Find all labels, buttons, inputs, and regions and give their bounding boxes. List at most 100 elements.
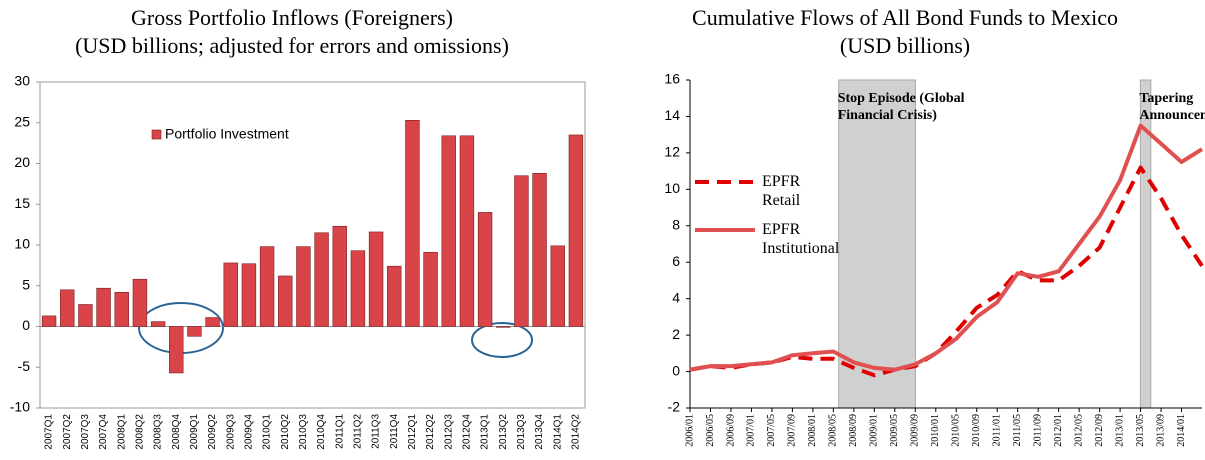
bar <box>205 317 220 327</box>
x-tick-label: 2013Q2 <box>498 414 509 450</box>
x-tick-label: 2008Q2 <box>135 414 146 450</box>
series-line <box>689 165 1204 378</box>
y-tick-label: 10 <box>664 180 680 196</box>
x-tick-label: 2013Q3 <box>516 414 527 450</box>
shaded-period <box>838 79 916 409</box>
bar <box>132 278 148 327</box>
y-tick-label: 0 <box>672 362 680 378</box>
x-tick-label: 2010Q4 <box>316 414 327 450</box>
chart-subtitle: (USD billions; adjusted for errors and o… <box>75 33 509 58</box>
x-tick-label: 2008/05 <box>828 414 839 447</box>
x-tick-label: 2010/05 <box>951 414 962 447</box>
bar <box>550 245 565 327</box>
x-tick-label: 2006/01 <box>684 414 695 447</box>
bar <box>314 232 329 327</box>
x-tick-label: 2007Q2 <box>62 414 73 450</box>
shaded-label: Tapering Announcement <box>1139 91 1205 123</box>
legend-swatch <box>151 129 162 140</box>
x-tick-label: 2009/05 <box>889 414 900 447</box>
x-tick-label: 2011Q1 <box>334 414 345 449</box>
x-tick-label: 2007Q1 <box>44 414 55 450</box>
y-tick-label: -2 <box>668 399 681 415</box>
highlight-ellipse <box>471 322 533 358</box>
x-tick-label: 2009/01 <box>869 414 880 447</box>
x-tick-label: 2009Q1 <box>189 414 200 450</box>
x-tick-label: 2009Q3 <box>225 414 236 450</box>
x-tick-label: 2013Q4 <box>534 414 545 450</box>
bar <box>423 252 438 327</box>
shaded-label: Stop Episode (Global Financial Crisis) <box>837 91 965 123</box>
bar <box>514 175 529 327</box>
bar <box>368 231 384 327</box>
x-tick-label: 2011/01 <box>992 414 1003 446</box>
x-tick-label: 2012Q4 <box>462 414 473 450</box>
x-tick-label: 2008Q1 <box>116 414 127 450</box>
x-tick-label: 2014/01 <box>1176 414 1187 447</box>
x-tick-label: 2010Q2 <box>280 414 291 450</box>
bar <box>187 326 202 337</box>
x-tick-label: 2012/05 <box>1073 414 1084 447</box>
x-tick-label: 2011Q2 <box>353 414 364 449</box>
bar <box>459 135 475 327</box>
x-tick-label: 2009Q2 <box>207 414 218 450</box>
x-tick-label: 2007/01 <box>746 414 757 447</box>
x-tick-label: 2012Q3 <box>443 414 454 450</box>
bar <box>441 135 456 327</box>
plot-frame <box>39 81 586 409</box>
y-tick-label: 4 <box>672 289 680 305</box>
bar <box>259 246 275 327</box>
y-tick-label: 2 <box>672 326 680 342</box>
y-tick-label: 8 <box>672 216 680 232</box>
bar <box>496 326 511 328</box>
x-tick-label: 2006/05 <box>705 414 716 447</box>
x-tick-label: 2007Q3 <box>80 414 91 450</box>
bar <box>332 225 347 327</box>
bar <box>150 321 166 327</box>
legend-label: Portfolio Investment <box>165 126 289 142</box>
x-tick-label: 2013/09 <box>1155 414 1166 447</box>
x-tick-label: 2009Q4 <box>244 414 255 450</box>
bar <box>278 275 293 327</box>
y-tick-label: 12 <box>664 144 680 160</box>
bar <box>241 263 257 327</box>
x-tick-label: 2008Q3 <box>153 414 164 450</box>
x-tick-label: 2011/05 <box>1012 414 1023 446</box>
y-tick-label: 20 <box>14 154 30 170</box>
x-tick-label: 2012Q2 <box>425 414 436 450</box>
bar <box>405 120 420 327</box>
x-tick-label: 2013/01 <box>1114 414 1125 447</box>
bar <box>169 326 184 374</box>
x-tick-label: 2014Q2 <box>571 414 582 450</box>
bar <box>568 134 584 327</box>
chart-title: Cumulative Flows of All Bond Funds to Me… <box>692 5 1118 30</box>
bar <box>350 250 366 327</box>
x-tick-label: 2010/01 <box>930 414 941 447</box>
x-tick-label: 2011/09 <box>1032 414 1043 446</box>
x-tick-label: 2012/01 <box>1053 414 1064 447</box>
x-tick-label: 2010Q3 <box>298 414 309 450</box>
x-tick-label: 2010Q1 <box>262 414 273 450</box>
legend-label: EPFR Institutional <box>762 221 840 257</box>
y-tick-label: -5 <box>18 358 31 374</box>
bar <box>114 291 129 327</box>
x-tick-label: 2012Q1 <box>407 414 418 450</box>
y-tick-label: 30 <box>14 73 30 89</box>
bar <box>96 287 111 327</box>
y-tick-label: 10 <box>14 236 30 252</box>
x-tick-label: 2006/09 <box>725 414 736 447</box>
x-tick-label: 2013/05 <box>1135 414 1146 447</box>
x-tick-label: 2014Q1 <box>552 414 563 450</box>
chart-subtitle: (USD billions) <box>840 33 970 58</box>
x-tick-label: 2011Q3 <box>371 414 382 449</box>
x-tick-label: 2007/09 <box>787 414 798 447</box>
x-tick-label: 2009/09 <box>910 414 921 447</box>
y-tick-label: -10 <box>10 399 30 415</box>
x-tick-label: 2013Q1 <box>480 414 491 450</box>
y-tick-label: 16 <box>664 71 680 87</box>
bar <box>387 265 402 327</box>
x-tick-label: 2008/01 <box>807 414 818 447</box>
y-tick-label: 5 <box>22 276 30 292</box>
x-tick-label: 2012/09 <box>1094 414 1105 447</box>
